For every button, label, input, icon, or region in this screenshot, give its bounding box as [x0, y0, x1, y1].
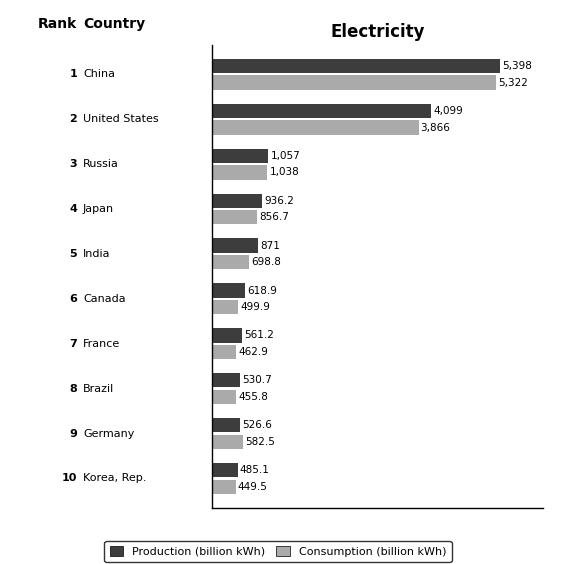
Text: 4,099: 4,099 [433, 106, 463, 116]
Text: 4: 4 [69, 204, 77, 214]
Text: 5,322: 5,322 [499, 78, 529, 87]
Text: France: France [83, 339, 120, 349]
Text: 3,866: 3,866 [420, 122, 451, 133]
Text: 5,398: 5,398 [503, 61, 533, 71]
Bar [212, 300, 239, 314]
Bar [212, 373, 240, 387]
Bar [212, 120, 419, 135]
Legend: Production (billion kWh), Consumption (billion kWh): Production (billion kWh), Consumption (b… [104, 541, 452, 562]
Text: 530.7: 530.7 [242, 375, 272, 385]
Text: 10: 10 [62, 473, 77, 483]
Text: 6: 6 [69, 294, 77, 304]
Text: 618.9: 618.9 [247, 285, 277, 296]
Text: Russia: Russia [83, 159, 119, 169]
Text: Country: Country [83, 17, 145, 31]
Text: 5: 5 [70, 249, 77, 259]
Bar [212, 479, 236, 494]
Text: Brazil: Brazil [83, 384, 114, 394]
Text: India: India [83, 249, 110, 259]
Text: 499.9: 499.9 [241, 302, 271, 312]
Bar [212, 345, 236, 359]
Bar [212, 239, 258, 253]
Text: Canada: Canada [83, 294, 126, 304]
Text: Germany: Germany [83, 429, 134, 439]
Text: 698.8: 698.8 [251, 257, 281, 267]
Text: 7: 7 [69, 339, 77, 349]
Bar [212, 328, 241, 342]
Text: 455.8: 455.8 [238, 392, 268, 402]
Text: 462.9: 462.9 [239, 347, 268, 357]
Bar [212, 165, 267, 179]
Title: Electricity: Electricity [330, 23, 425, 41]
Text: Korea, Rep.: Korea, Rep. [83, 473, 146, 483]
Text: Japan: Japan [83, 204, 114, 214]
Text: 1: 1 [69, 69, 77, 80]
Bar [212, 283, 245, 298]
Bar [212, 76, 496, 90]
Text: 1,038: 1,038 [269, 168, 299, 178]
Text: 449.5: 449.5 [238, 482, 268, 492]
Bar [212, 104, 431, 118]
Bar [212, 390, 236, 404]
Bar [212, 210, 257, 224]
Bar [212, 193, 262, 208]
Text: 936.2: 936.2 [264, 196, 294, 206]
Bar [212, 435, 243, 449]
Text: 9: 9 [69, 429, 77, 439]
Text: 8: 8 [69, 384, 77, 394]
Text: 856.7: 856.7 [260, 212, 289, 222]
Text: 1,057: 1,057 [271, 151, 300, 161]
Text: 526.6: 526.6 [242, 420, 272, 430]
Text: 561.2: 561.2 [244, 331, 273, 341]
Text: Rank: Rank [38, 17, 77, 31]
Text: China: China [83, 69, 115, 80]
Bar [212, 463, 237, 477]
Text: 2: 2 [69, 114, 77, 124]
Bar [212, 59, 500, 73]
Bar [212, 255, 249, 270]
Bar [212, 418, 240, 433]
Text: United States: United States [83, 114, 158, 124]
Text: 485.1: 485.1 [240, 465, 269, 475]
Text: 871: 871 [260, 241, 280, 250]
Text: 582.5: 582.5 [245, 437, 275, 447]
Bar [212, 149, 268, 163]
Text: 3: 3 [70, 159, 77, 169]
